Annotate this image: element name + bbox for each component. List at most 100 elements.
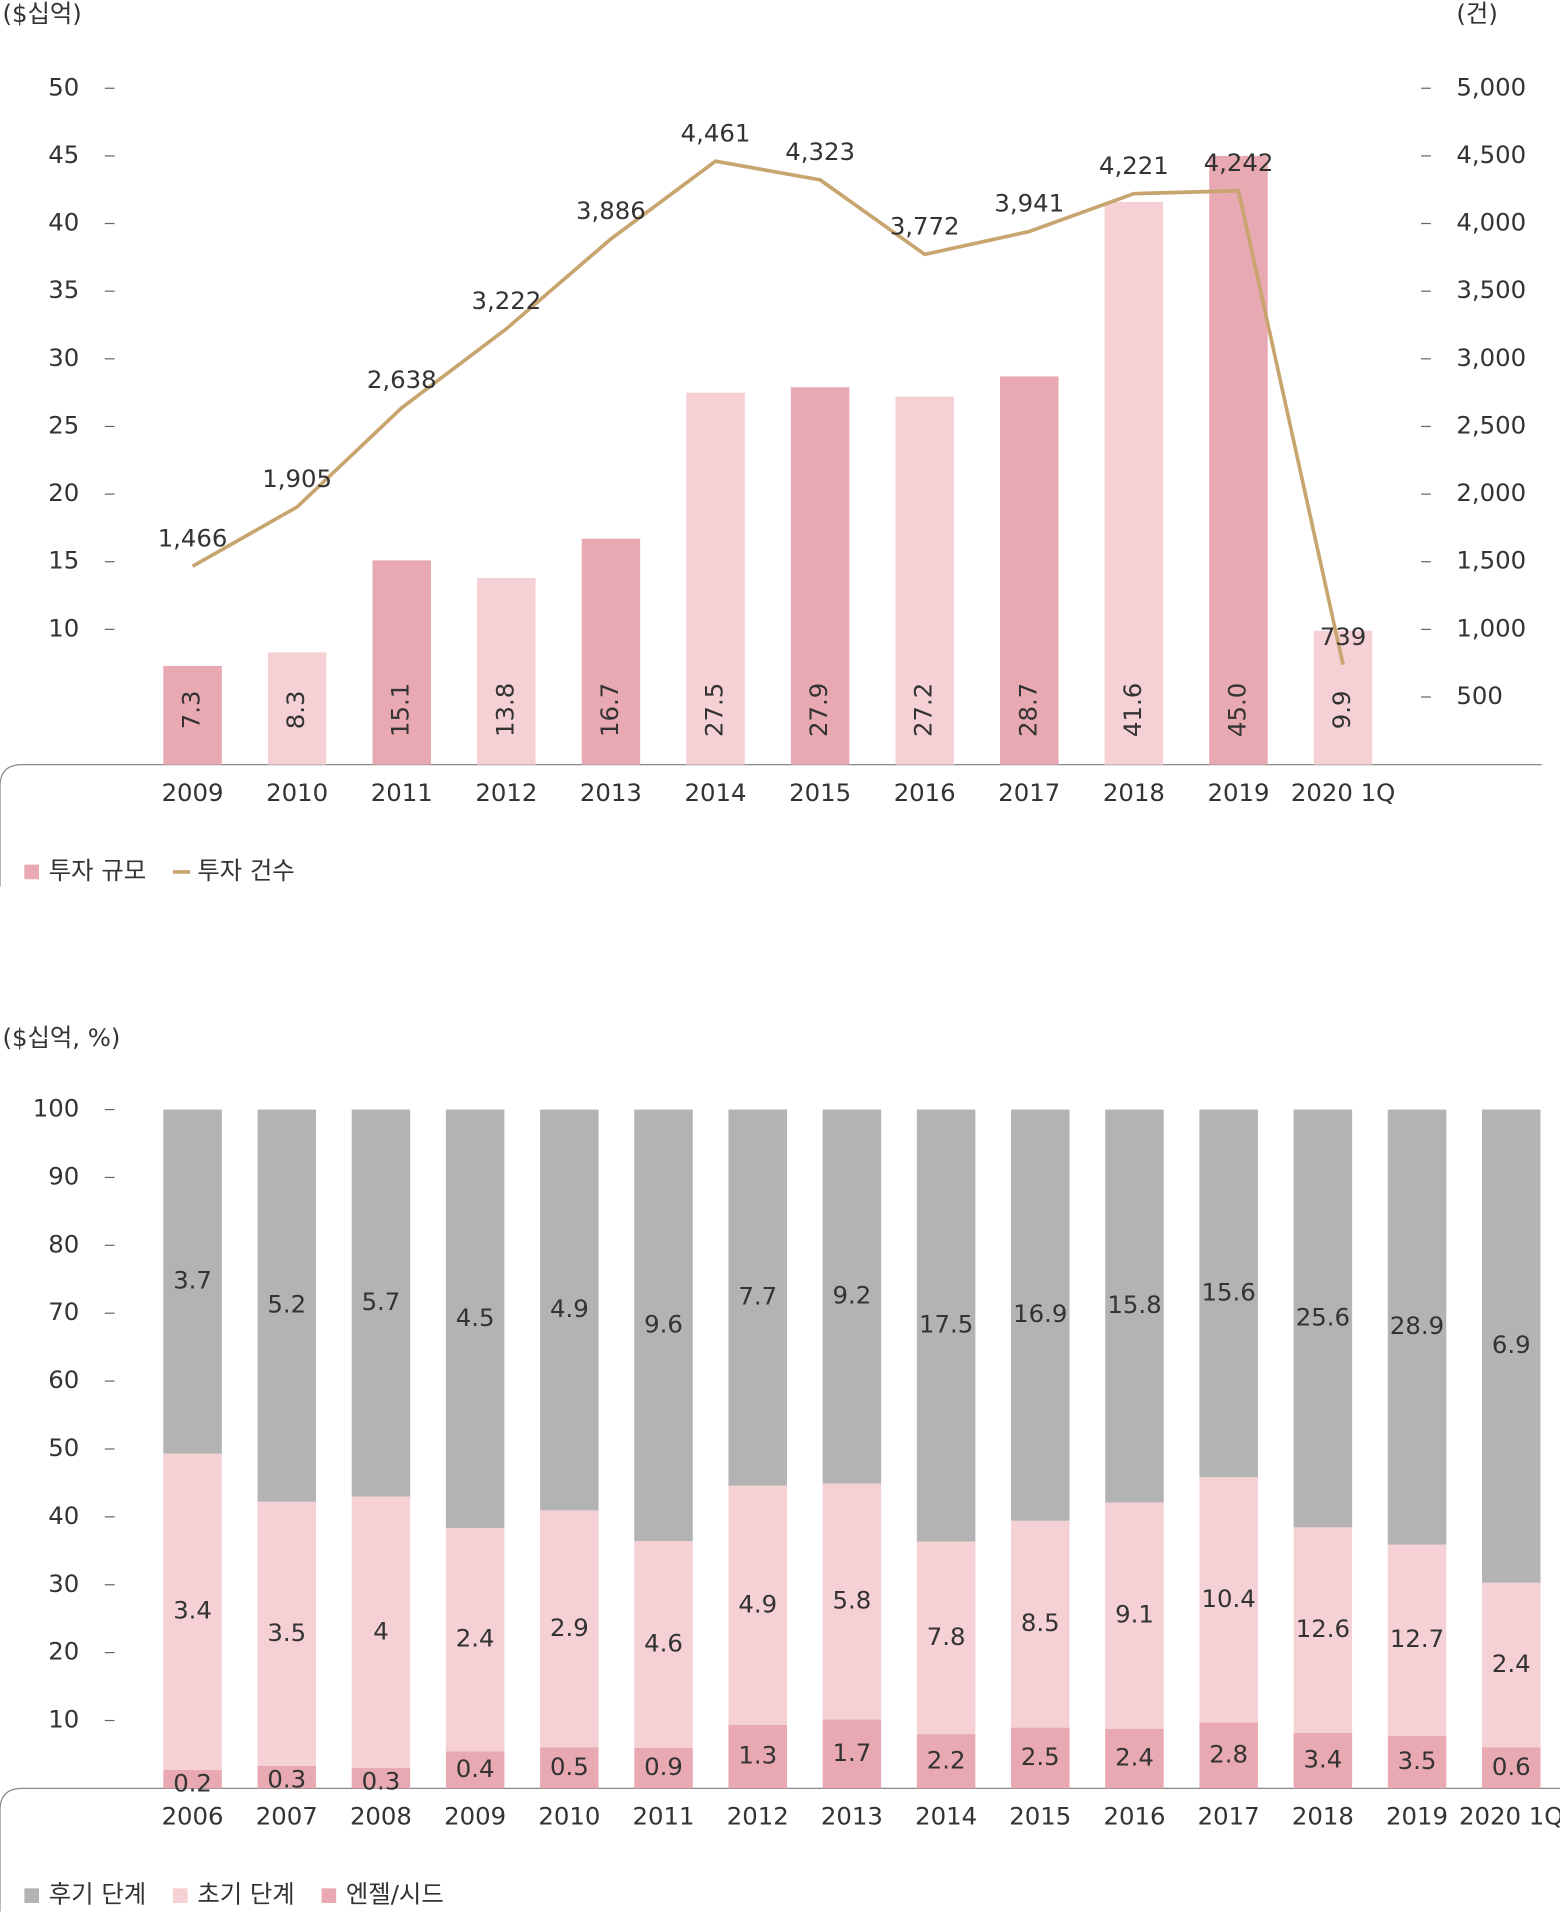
y-tick-label: 15 bbox=[48, 546, 79, 575]
y-tick-label: 35 bbox=[48, 275, 79, 304]
bar-segment bbox=[728, 1724, 787, 1789]
data-label: 16.9 bbox=[1013, 1299, 1067, 1328]
data-label: 2.4 bbox=[1492, 1649, 1531, 1678]
data-label: 15.1 bbox=[386, 683, 415, 737]
y-tick-label: 50 bbox=[48, 72, 79, 101]
bar-segment bbox=[351, 1496, 411, 1769]
data-label: 3,941 bbox=[994, 189, 1064, 218]
bar-segment bbox=[1011, 1520, 1070, 1728]
x-tick-label: 2020 1Q bbox=[1291, 778, 1395, 807]
data-label: 2.4 bbox=[1115, 1743, 1154, 1772]
bar-segment bbox=[1293, 1527, 1353, 1733]
data-label: 4.6 bbox=[644, 1629, 683, 1658]
data-label: 0.5 bbox=[550, 1752, 589, 1781]
bar bbox=[477, 577, 536, 765]
y2-axis-unit: (건) bbox=[1456, 0, 1497, 28]
data-label: 15.6 bbox=[1202, 1277, 1256, 1306]
data-label: 9.1 bbox=[1115, 1600, 1154, 1629]
bar-segment bbox=[822, 1719, 882, 1789]
data-label: 3,886 bbox=[576, 196, 646, 225]
x-tick-label: 2017 bbox=[1198, 1802, 1260, 1831]
data-label: 41.6 bbox=[1118, 683, 1147, 737]
bar bbox=[581, 538, 641, 765]
bar-segment bbox=[351, 1109, 411, 1497]
bar-segment bbox=[540, 1510, 599, 1748]
x-tick-label: 2008 bbox=[350, 1802, 412, 1831]
bar-segment bbox=[1482, 1582, 1541, 1748]
bar bbox=[267, 652, 327, 765]
bar-segment bbox=[1199, 1722, 1258, 1789]
x-tick-label: 2010 bbox=[538, 1802, 600, 1831]
y2-tick-label: 2,000 bbox=[1456, 478, 1526, 507]
bar-segment bbox=[257, 1765, 317, 1789]
legend-swatch bbox=[24, 1888, 39, 1903]
data-label: 8.3 bbox=[281, 690, 310, 729]
x-tick-label: 2007 bbox=[256, 1802, 318, 1831]
data-label: 1,466 bbox=[158, 524, 228, 553]
data-label: 1.3 bbox=[738, 1741, 777, 1770]
legend-label: 투자 건수 bbox=[197, 856, 294, 885]
data-label: 2.9 bbox=[550, 1613, 589, 1642]
y-tick-label: 40 bbox=[48, 208, 79, 237]
data-label: 3.4 bbox=[173, 1596, 212, 1625]
legend-label: 초기 단계 bbox=[197, 1880, 294, 1909]
bar-segment bbox=[1011, 1109, 1070, 1521]
bar-segment bbox=[445, 1528, 505, 1752]
bar-segment bbox=[728, 1109, 787, 1486]
data-label: 2,638 bbox=[367, 365, 437, 394]
y-tick-label: 10 bbox=[48, 1705, 79, 1734]
legend-label: 엔젤/시드 bbox=[346, 1880, 444, 1909]
bar-segment bbox=[1387, 1544, 1447, 1736]
bar-segment bbox=[540, 1747, 599, 1789]
data-label: 7.3 bbox=[177, 690, 206, 729]
bar-segment bbox=[634, 1109, 693, 1542]
x-tick-label: 2009 bbox=[444, 1802, 506, 1831]
data-label: 0.6 bbox=[1492, 1752, 1531, 1781]
data-label: 28.7 bbox=[1013, 683, 1042, 737]
y2-tick-label: 5,000 bbox=[1456, 72, 1526, 101]
y-tick-label: 100 bbox=[33, 1094, 80, 1123]
frame bbox=[0, 764, 1542, 887]
bar-segment bbox=[1387, 1735, 1447, 1789]
y2-tick-label: 4,000 bbox=[1456, 208, 1526, 237]
legend-swatch bbox=[172, 1888, 188, 1903]
data-label: 4.9 bbox=[738, 1589, 777, 1618]
y2-tick-label: 3,000 bbox=[1456, 343, 1526, 372]
data-label: 2.2 bbox=[927, 1745, 966, 1774]
data-label: 45.0 bbox=[1222, 683, 1251, 737]
bar-segment bbox=[1482, 1109, 1541, 1583]
bar-segment bbox=[351, 1768, 411, 1789]
x-tick-label: 2012 bbox=[475, 778, 537, 807]
frame bbox=[0, 1787, 1560, 1912]
y2-tick-label: 3,500 bbox=[1456, 275, 1526, 304]
data-label: 5.7 bbox=[362, 1287, 401, 1316]
x-tick-label: 2016 bbox=[1103, 1802, 1165, 1831]
data-label: 4.9 bbox=[550, 1294, 589, 1323]
bar-segment bbox=[634, 1541, 693, 1748]
bar-segment bbox=[1293, 1109, 1353, 1528]
bar-segment bbox=[822, 1483, 882, 1720]
y-tick-label: 50 bbox=[48, 1433, 79, 1462]
data-label: 28.9 bbox=[1390, 1311, 1444, 1340]
x-tick-label: 2018 bbox=[1292, 1802, 1354, 1831]
bar-segment bbox=[634, 1747, 693, 1789]
y-axis-unit: ($십억, %) bbox=[2, 1023, 120, 1052]
data-label: 4.5 bbox=[456, 1303, 495, 1332]
y-tick-label: 45 bbox=[48, 140, 79, 169]
legend-label: 투자 규모 bbox=[49, 856, 146, 885]
y2-tick-label: 500 bbox=[1456, 681, 1503, 710]
x-tick-label: 2006 bbox=[162, 1802, 224, 1831]
bar-segment bbox=[445, 1109, 505, 1529]
data-label: 10.4 bbox=[1202, 1584, 1256, 1613]
bar bbox=[686, 392, 745, 765]
bar-segment bbox=[1105, 1502, 1164, 1729]
data-label: 7.8 bbox=[927, 1622, 966, 1651]
data-label: 5.8 bbox=[833, 1585, 872, 1614]
bar-segment bbox=[916, 1109, 976, 1542]
y-tick-label: 40 bbox=[48, 1501, 79, 1530]
data-label: 8.5 bbox=[1021, 1608, 1060, 1637]
data-label: 9.6 bbox=[644, 1309, 683, 1338]
data-label: 4 bbox=[373, 1616, 389, 1645]
x-tick-label: 2020 1Q bbox=[1459, 1802, 1560, 1831]
